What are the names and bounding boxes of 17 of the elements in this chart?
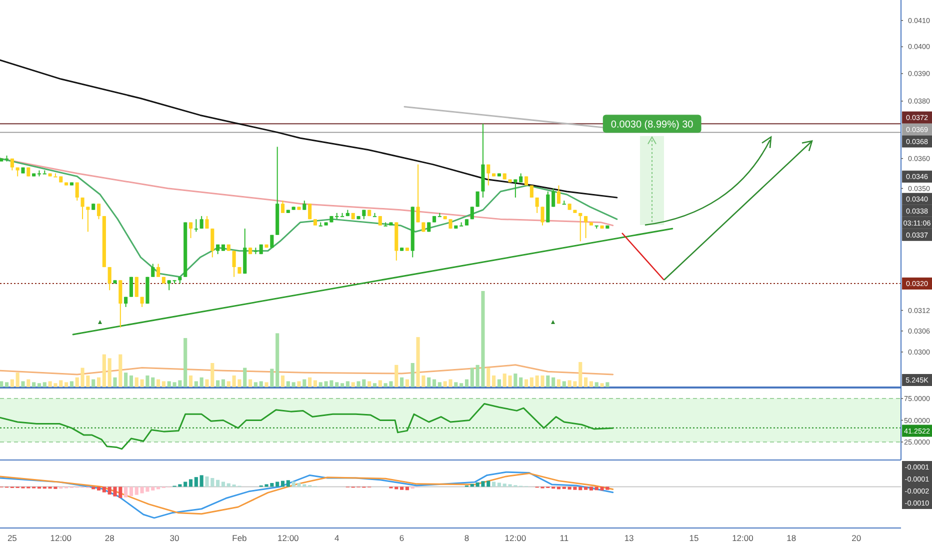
x-tick-label: 8 bbox=[464, 533, 470, 543]
x-tick-label: 25 bbox=[7, 533, 18, 543]
x-tick-label: 13 bbox=[624, 533, 634, 543]
x-tick-label: 30 bbox=[170, 533, 180, 543]
x-tick-label: 11 bbox=[560, 533, 569, 543]
x-tick-label: 15 bbox=[689, 533, 700, 543]
x-tick-label: 12:00 bbox=[50, 533, 72, 543]
x-tick-label: 6 bbox=[399, 533, 404, 543]
x-tick-label: 12:00 bbox=[504, 533, 526, 543]
x-tick-label: 28 bbox=[104, 533, 115, 543]
x-tick-label: 12:00 bbox=[278, 533, 300, 543]
x-tick-label: Feb bbox=[232, 533, 248, 543]
annotation: 0.0030 (8.99%) 30 bbox=[610, 120, 694, 131]
x-tick-label: 4 bbox=[334, 533, 340, 543]
x-tick-label: 20 bbox=[852, 533, 862, 543]
x-tick-label: 12:00 bbox=[732, 533, 754, 543]
x-tick-label: 18 bbox=[786, 533, 796, 543]
